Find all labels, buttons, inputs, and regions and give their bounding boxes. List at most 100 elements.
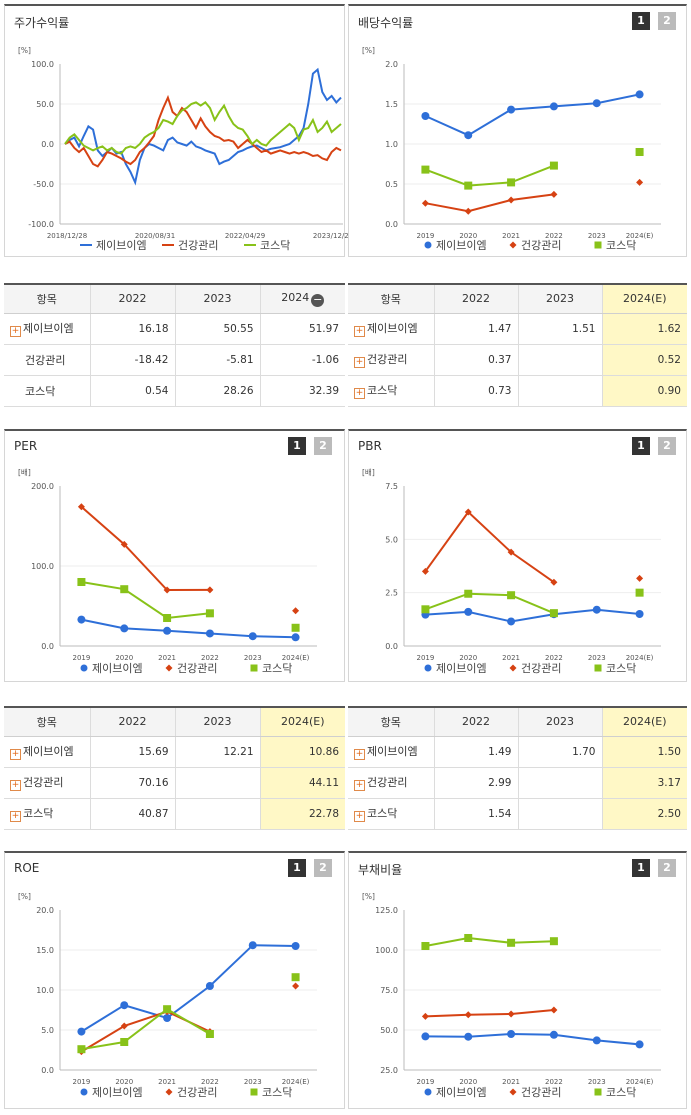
column-header: 항목 bbox=[348, 707, 434, 737]
expand-plus-icon[interactable]: + bbox=[10, 326, 21, 337]
row-label-cell: + 코스닥 bbox=[348, 798, 434, 830]
data-point bbox=[77, 615, 86, 624]
data-point bbox=[291, 973, 300, 982]
x-tick-label: 2022 bbox=[201, 1078, 219, 1086]
per-chart: [배]200.0 100.0 0.0 2019 2020 2021 2022 2023 2024… bbox=[18, 468, 317, 675]
value-cell: 40.87 bbox=[89, 798, 175, 830]
expand-plus-icon[interactable]: + bbox=[10, 749, 21, 760]
panel-title: 부채비율 bbox=[358, 863, 403, 877]
toggle-button-1[interactable]: 1 bbox=[632, 859, 650, 877]
value-cell: 16.18 bbox=[89, 313, 175, 345]
column-header-label: 2022 bbox=[462, 292, 490, 306]
toggle-button-2[interactable]: 2 bbox=[314, 859, 332, 877]
series-line bbox=[64, 101, 342, 155]
expand-plus-icon[interactable]: + bbox=[10, 811, 21, 822]
value-cell: 2.99 bbox=[433, 767, 518, 799]
toggle-button-2[interactable]: 2 bbox=[658, 859, 676, 877]
legend-marker bbox=[80, 1088, 88, 1096]
data-point bbox=[549, 937, 558, 946]
data-point bbox=[163, 626, 172, 635]
value-cell: 12.21 bbox=[174, 736, 260, 768]
y-tick-label: -100.0 bbox=[28, 220, 54, 229]
column-header: 2023 bbox=[174, 284, 260, 314]
x-tick-label: 2020 bbox=[459, 1078, 477, 1086]
pbr-table: 항목 2022 2023 2024(E) + 제이브이엠 1.49 1.70 1.50 + 건강관리… bbox=[348, 706, 687, 830]
value-cell: 0.90 bbox=[601, 375, 687, 407]
data-point bbox=[205, 1030, 214, 1038]
data-point bbox=[635, 148, 644, 156]
expand-plus-icon[interactable]: + bbox=[10, 780, 21, 791]
per-panel: PER 1 2 [배] 200.0 100.0 0.0 2019 2020 2021 2022… bbox=[4, 429, 345, 682]
legend-marker bbox=[594, 664, 602, 672]
expand-plus-icon[interactable]: + bbox=[354, 780, 365, 791]
value-cell: 1.50 bbox=[601, 736, 687, 768]
row-label-cell: 건강관리 bbox=[4, 344, 90, 376]
y-tick-label: 100.0 bbox=[375, 946, 398, 955]
roe-chart: [%] 20.0 15.0 10.0 5.0 0.0 2019 2020 2021 2022 202… bbox=[18, 892, 317, 1099]
toggle-button-1[interactable]: 1 bbox=[632, 437, 650, 455]
series-line bbox=[80, 944, 296, 1033]
data-point bbox=[205, 629, 214, 638]
value-cell: -5.81 bbox=[174, 344, 260, 376]
unit-label: [%] bbox=[18, 892, 31, 901]
legend-label: 건강관리 bbox=[178, 239, 218, 252]
toggle-button-2[interactable]: 2 bbox=[658, 12, 676, 30]
legend-marker bbox=[165, 1088, 173, 1096]
per-table: 항목 2022 2023 2024(E) + 제이브이엠 15.69 12.21 10.86 + 건… bbox=[4, 706, 345, 830]
toggle-button-1[interactable]: 1 bbox=[632, 12, 650, 30]
data-point bbox=[635, 610, 644, 618]
expand-plus-icon[interactable]: + bbox=[354, 388, 365, 399]
unit-label: [%] bbox=[18, 46, 31, 55]
data-point bbox=[549, 609, 558, 618]
data-point bbox=[635, 588, 644, 597]
toggle-button-1[interactable]: 1 bbox=[288, 437, 306, 455]
value-cell: 32.39 bbox=[259, 375, 345, 407]
column-header-label: 항목 bbox=[380, 292, 401, 306]
toggle-button-2[interactable]: 2 bbox=[658, 437, 676, 455]
data-point bbox=[549, 102, 558, 111]
data-point bbox=[549, 1030, 558, 1039]
column-header: 2022 bbox=[89, 707, 175, 737]
data-point bbox=[550, 190, 558, 198]
expand-plus-icon[interactable]: + bbox=[354, 811, 365, 822]
row-label-cell: + 제이브이엠 bbox=[348, 313, 434, 345]
data-point bbox=[77, 578, 86, 586]
data-point bbox=[163, 1005, 172, 1014]
y-tick-label: 2.5 bbox=[385, 589, 398, 598]
data-point bbox=[507, 548, 515, 556]
data-point bbox=[291, 633, 300, 642]
data-point bbox=[507, 196, 515, 204]
y-tick-label: 2.0 bbox=[385, 60, 398, 69]
pbr-panel: PBR 1 2 [배] 7.5 5.0 2.5 0.0 2019 2020 2021 2022 2… bbox=[348, 429, 687, 682]
toggle-button-1[interactable]: 1 bbox=[288, 859, 306, 877]
x-tick-label: 2020 bbox=[115, 654, 133, 662]
data-point bbox=[77, 1027, 86, 1036]
x-tick-label: 2020 bbox=[459, 232, 477, 240]
legend-label: 건강관리 bbox=[177, 1086, 217, 1099]
data-point bbox=[464, 934, 473, 942]
row-label-cell: + 건강관리 bbox=[348, 767, 434, 799]
data-point bbox=[464, 131, 473, 140]
collapse-icon[interactable]: − bbox=[311, 292, 325, 307]
table-row: + 제이브이엠 1.49 1.70 1.50 bbox=[348, 736, 687, 768]
data-point bbox=[120, 1001, 129, 1010]
expand-plus-icon[interactable]: + bbox=[354, 357, 365, 368]
data-point bbox=[635, 90, 644, 99]
legend-marker bbox=[509, 664, 517, 672]
expand-plus-icon[interactable]: + bbox=[354, 326, 365, 337]
y-tick-label: 0.0 bbox=[385, 642, 398, 651]
data-point bbox=[636, 574, 644, 582]
data-point bbox=[206, 586, 214, 594]
legend-label: 제이브이엠 bbox=[96, 239, 147, 252]
unit-label: [%] bbox=[362, 892, 375, 901]
data-point bbox=[421, 1032, 430, 1041]
legend-marker bbox=[594, 241, 602, 249]
legend-label: 제이브이엠 bbox=[436, 662, 487, 675]
value-cell: 1.47 bbox=[433, 313, 518, 345]
panel-title: 배당수익률 bbox=[358, 16, 414, 30]
data-point bbox=[507, 617, 516, 626]
row-label: 건강관리 bbox=[367, 353, 408, 366]
x-tick-label: 2021 bbox=[158, 1078, 176, 1086]
toggle-button-2[interactable]: 2 bbox=[314, 437, 332, 455]
expand-plus-icon[interactable]: + bbox=[354, 749, 365, 760]
